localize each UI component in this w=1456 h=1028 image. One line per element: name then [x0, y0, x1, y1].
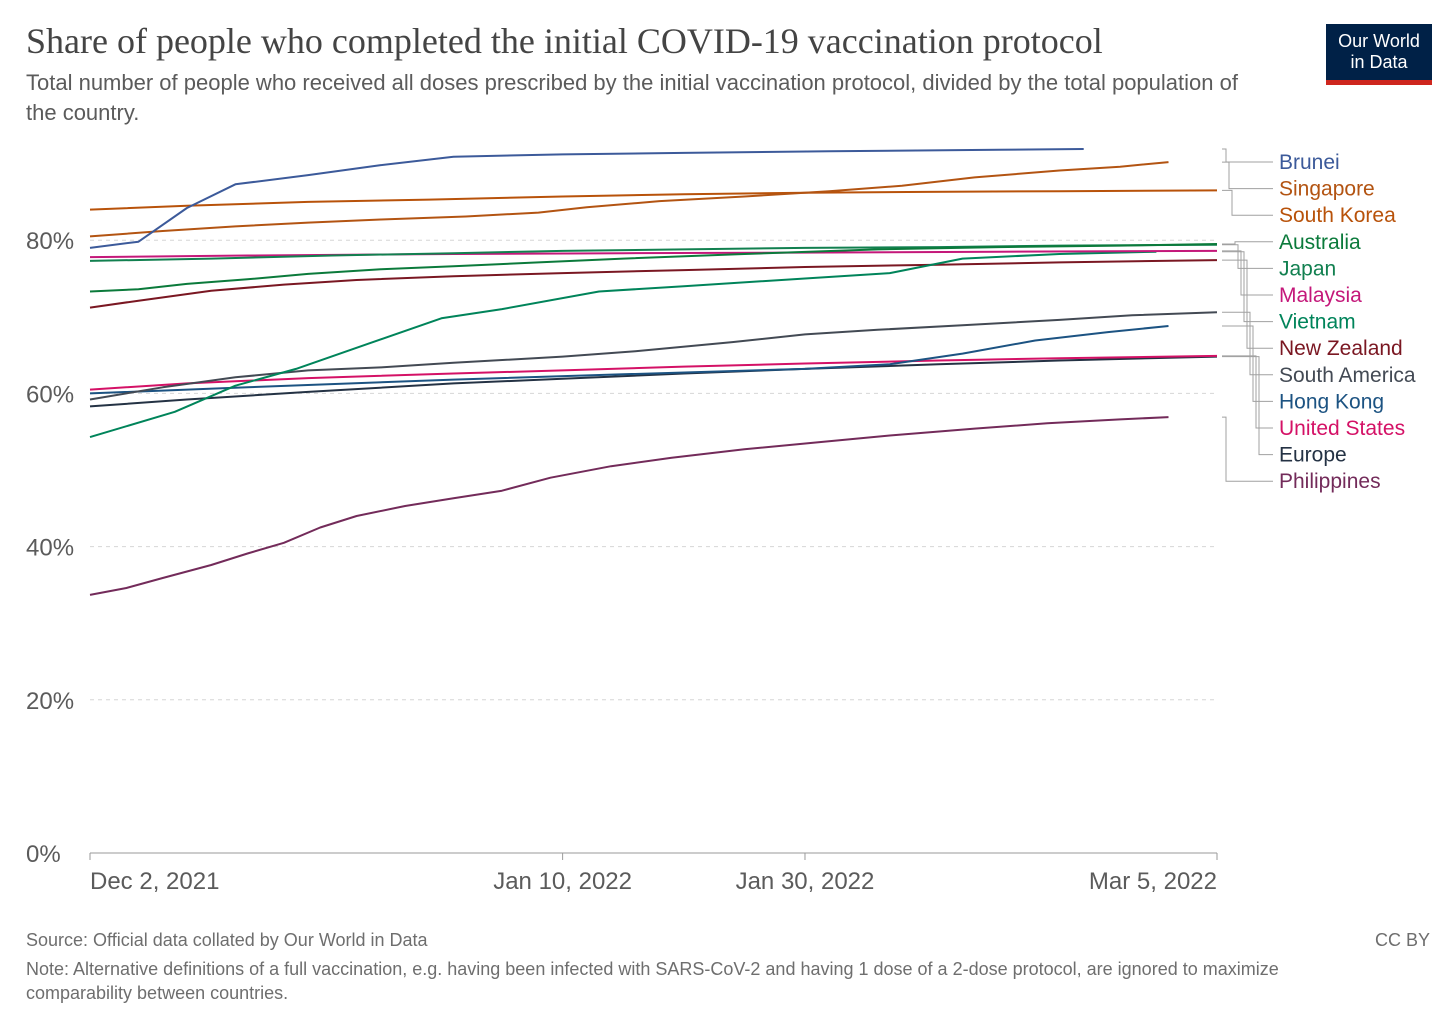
axes: 0% 20% 40% 60% 80% Dec 2, 2021 Jan 10, 2022 Jan…	[26, 228, 1218, 895]
y-tick-label: 40%	[26, 535, 74, 562]
series-line-south-korea[interactable]	[89, 189, 1218, 211]
series-line-europe[interactable]	[89, 355, 1218, 408]
series-line-brunei[interactable]	[89, 148, 1084, 249]
owid-logo[interactable]: Our World in Data	[1326, 24, 1432, 85]
source-note: Source: Official data collated by Our Wo…	[26, 930, 428, 950]
legend-label-europe[interactable]: Europe	[1279, 444, 1347, 467]
series-line-philippines[interactable]	[89, 416, 1169, 596]
series-line-south-america[interactable]	[89, 311, 1218, 401]
x-tick-label: Mar 5, 2022	[1089, 868, 1217, 895]
legend-connector	[1222, 189, 1273, 216]
legend-label-vietnam[interactable]: Vietnam	[1279, 311, 1356, 334]
legend-label-south-america[interactable]: South America	[1279, 364, 1416, 387]
chart-subtitle: Total number of people who received all …	[26, 70, 1238, 125]
y-tick-label: 60%	[26, 381, 74, 408]
y-tick-label: 0%	[26, 841, 61, 868]
legend-connector	[1222, 148, 1273, 163]
legend-label-singapore[interactable]: Singapore	[1279, 178, 1375, 201]
x-tick-label: Jan 10, 2022	[493, 868, 632, 895]
chart-title: Share of people who completed the initia…	[26, 21, 1103, 61]
legend-connector	[1222, 355, 1273, 429]
legend-label-hong-kong[interactable]: Hong Kong	[1279, 390, 1384, 413]
license-link[interactable]: CC BY	[1374, 930, 1430, 950]
series-line-vietnam[interactable]	[89, 250, 1157, 439]
logo-line-1: Our World	[1338, 31, 1420, 51]
line-chart: 0% 20% 40% 60% 80% Dec 2, 2021 Jan 10, 2022 Jan…	[26, 148, 1416, 895]
legend-label-philippines[interactable]: Philippines	[1279, 470, 1381, 493]
legend-label-new-zealand[interactable]: New Zealand	[1279, 337, 1403, 360]
legend-connector	[1222, 244, 1273, 269]
series-line-malaysia[interactable]	[89, 249, 1218, 259]
gridlines	[90, 239, 1217, 701]
legend-connector	[1222, 259, 1273, 349]
legend-label-brunei[interactable]: Brunei	[1279, 151, 1340, 174]
legend-label-japan[interactable]: Japan	[1279, 257, 1336, 280]
series-line-singapore[interactable]	[89, 161, 1169, 238]
legend-label-malaysia[interactable]: Malaysia	[1279, 284, 1362, 307]
legend-connectors	[1222, 148, 1273, 482]
legend-label-south-korea[interactable]: South Korea	[1279, 204, 1396, 227]
legend-label-australia[interactable]: Australia	[1279, 231, 1361, 254]
logo-accent-bar	[1326, 80, 1432, 85]
series-line-new-zealand[interactable]	[89, 259, 1218, 309]
legend-connector	[1222, 241, 1273, 245]
legend-connector	[1222, 325, 1273, 402]
y-tick-label: 80%	[26, 228, 74, 255]
legend-connector	[1222, 251, 1273, 323]
series-line-united-states[interactable]	[89, 354, 1218, 391]
legend-connector	[1222, 356, 1273, 456]
legend-label-united-states[interactable]: United States	[1279, 417, 1405, 440]
series-line-australia[interactable]	[89, 243, 1218, 293]
y-tick-label: 20%	[26, 688, 74, 715]
legend-connector	[1222, 250, 1273, 296]
series-line-hong-kong[interactable]	[89, 325, 1169, 395]
logo-line-2: in Data	[1350, 52, 1408, 72]
x-tick-label: Dec 2, 2021	[90, 868, 219, 895]
legend-connector	[1222, 161, 1273, 190]
legend-connector	[1222, 416, 1273, 482]
footnote: Note: Alternative definitions of a full …	[26, 959, 1279, 1003]
legend-connector	[1222, 311, 1273, 376]
legend: Brunei Singapore South Korea Australia Japan…	[1279, 151, 1416, 493]
x-tick-label: Jan 30, 2022	[736, 868, 875, 895]
series-lines	[89, 148, 1218, 596]
